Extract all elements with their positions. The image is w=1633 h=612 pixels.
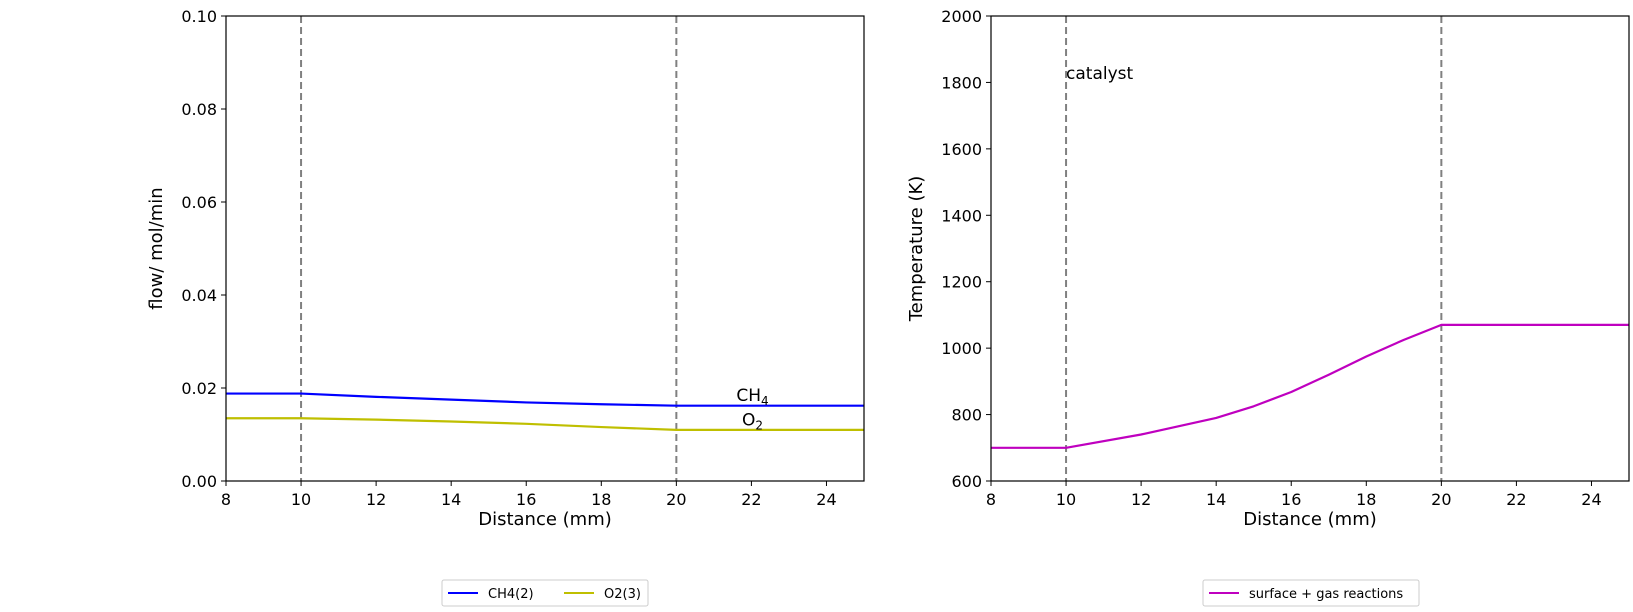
chart-2-y-tick-label: 800 bbox=[951, 406, 982, 425]
chart-2-y-tick-label: 1200 bbox=[941, 273, 982, 292]
chart-1-x-axis-label: Distance (mm) bbox=[478, 509, 612, 530]
chart-1-series-line-2 bbox=[226, 417, 864, 431]
chart-1-x-tick-label: 20 bbox=[666, 490, 686, 509]
chart-2-y-tick-label: 1000 bbox=[941, 339, 982, 358]
chart-2-x-tick-label: 8 bbox=[986, 490, 996, 509]
chart-panel-1: 8 10 12 14 16 18 20 22 24 0.00 0.02 0.04 0.06 0.08 0.1… bbox=[146, 7, 865, 607]
chart-2-y-tick-label: 1800 bbox=[941, 73, 982, 92]
chart-1-x-tick-label: 8 bbox=[221, 490, 231, 509]
chart-2-legend: surface + gas reactions bbox=[1202, 579, 1420, 607]
chart-2-annotation-1: catalyst bbox=[1066, 64, 1133, 84]
chart-panel-2: 8 10 12 14 16 18 20 22 24 600 800 1000 1200 1400 1600 1… bbox=[906, 7, 1630, 607]
chart-2-x-tick-label: 18 bbox=[1356, 490, 1376, 509]
chart-1-axes-frame bbox=[225, 15, 865, 482]
chart-1-x-tick-label: 22 bbox=[741, 490, 761, 509]
chart-1-annotation-2: O2 bbox=[742, 411, 763, 433]
chart-2-x-tick-label: 16 bbox=[1281, 490, 1301, 509]
chart-2-x-tick-label: 12 bbox=[1131, 490, 1151, 509]
chart-1-legend: CH4(2) O2(3) bbox=[441, 579, 649, 607]
chart-1-x-tick-label: 14 bbox=[441, 490, 461, 509]
chart-1-y-tick-label: 0.08 bbox=[181, 100, 217, 119]
chart-1-legend-entry: CH4(2) bbox=[488, 587, 534, 602]
chart-2-y-tick-label: 2000 bbox=[941, 7, 982, 26]
chart-1-y-axis-label: flow/ mol/min bbox=[146, 187, 167, 309]
chart-1-y-tick-label: 0.02 bbox=[181, 379, 217, 398]
chart-2-series-line-1 bbox=[991, 323, 1629, 449]
chart-1-x-tick-label: 24 bbox=[816, 490, 836, 509]
chart-2-x-tick-label: 22 bbox=[1506, 490, 1526, 509]
chart-2-x-tick-label: 24 bbox=[1581, 490, 1601, 509]
chart-1-y-tick-label: 0.00 bbox=[181, 472, 217, 491]
chart-2-legend-entry: surface + gas reactions bbox=[1249, 587, 1403, 602]
chart-1-legend-entry: O2(3) bbox=[604, 587, 641, 602]
chart-1-x-tick-label: 18 bbox=[591, 490, 611, 509]
chart-1-series-line-1 bbox=[226, 392, 864, 407]
chart-2-legend-box bbox=[1202, 579, 1420, 607]
chart-1-x-tick-label: 10 bbox=[291, 490, 311, 509]
chart-1-annotation-1: CH4 bbox=[736, 386, 768, 408]
chart-1-legend-box bbox=[441, 579, 649, 607]
chart-1-y-tick-label: 0.04 bbox=[181, 286, 217, 305]
chart-2-axes-frame bbox=[990, 15, 1630, 482]
chart-2-y-tick-label: 1400 bbox=[941, 206, 982, 225]
chart-2-x-axis-label: Distance (mm) bbox=[1243, 509, 1377, 530]
chart-1-y-tick-label: 0.10 bbox=[181, 7, 217, 26]
chart-2-x-tick-label: 14 bbox=[1206, 490, 1226, 509]
chart-2-y-tick-label: 600 bbox=[951, 472, 982, 491]
chart-2-x-tick-label: 20 bbox=[1431, 490, 1451, 509]
chart-1-y-tick-label: 0.06 bbox=[181, 193, 217, 212]
chart-2-y-axis-label: Temperature (K) bbox=[906, 176, 927, 323]
chart-1-x-tick-label: 12 bbox=[366, 490, 386, 509]
chart-2-y-tick-label: 1600 bbox=[941, 140, 982, 159]
chart-2-x-tick-label: 10 bbox=[1056, 490, 1076, 509]
chart-1-x-tick-label: 16 bbox=[516, 490, 536, 509]
